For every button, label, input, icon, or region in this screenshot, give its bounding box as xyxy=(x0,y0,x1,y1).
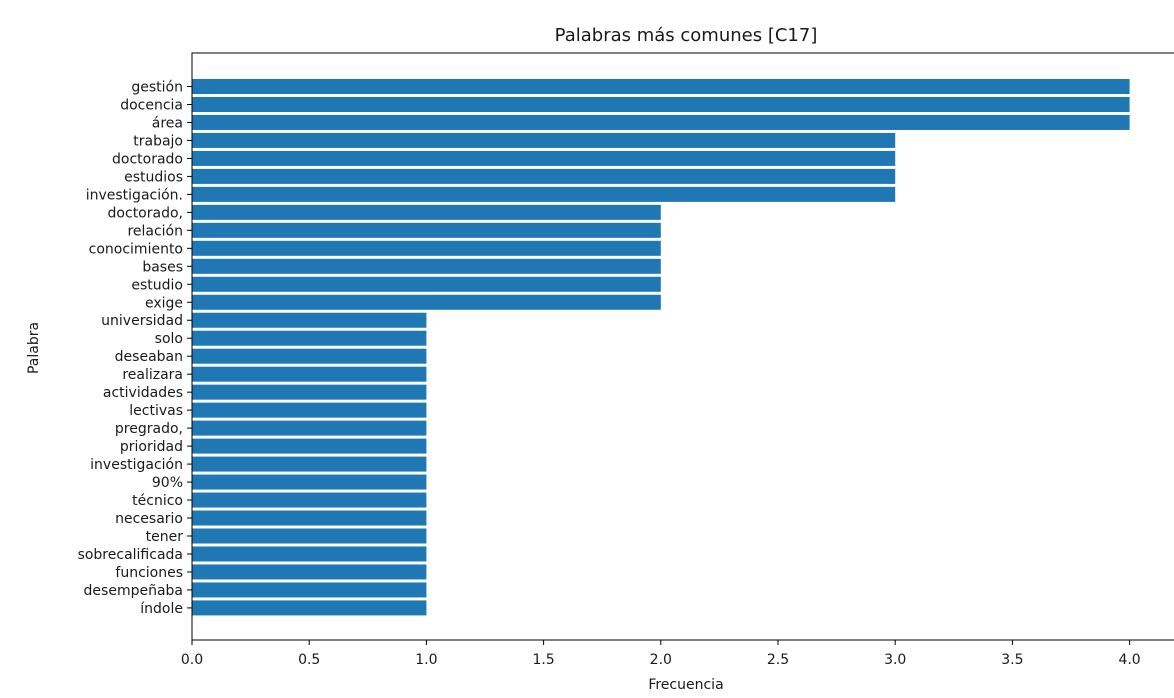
bar xyxy=(192,114,1130,130)
bar xyxy=(192,168,896,184)
bar xyxy=(192,546,427,562)
y-axis-label: Palabra xyxy=(26,322,42,374)
category-label: realizara xyxy=(122,367,183,383)
plot-frame xyxy=(191,52,1174,641)
x-tick-label: 4.0 xyxy=(1118,652,1140,668)
bar xyxy=(192,564,427,580)
x-tick-label: 3.0 xyxy=(884,652,906,668)
category-label: estudios xyxy=(124,169,183,185)
bar xyxy=(192,402,427,418)
bar xyxy=(192,600,427,616)
bar xyxy=(192,348,427,364)
category-label: gestión xyxy=(131,80,183,96)
category-label: necesario xyxy=(115,511,183,527)
category-label: desempeñaba xyxy=(84,583,183,599)
category-label: doctorado xyxy=(112,151,183,167)
category-label: trabajo xyxy=(133,133,183,149)
bar xyxy=(192,96,1130,112)
category-label: bases xyxy=(142,259,183,275)
category-label: doctorado, xyxy=(108,205,183,221)
category-label: prioridad xyxy=(120,439,183,455)
x-tick-label: 3.5 xyxy=(1001,652,1023,668)
bar xyxy=(192,582,427,598)
x-tick-label: 2.5 xyxy=(767,652,789,668)
bar xyxy=(192,276,661,292)
x-ticks-group: 0.0 0.5 1.0 1.5 2.0 2.5 3.0 3.5 4.0 xyxy=(181,640,1141,668)
category-label: universidad xyxy=(101,313,183,329)
bar xyxy=(192,294,661,310)
category-label: 90% xyxy=(152,475,183,491)
category-label: pregrado, xyxy=(115,421,183,437)
category-label: exige xyxy=(145,295,183,311)
category-label: lectivas xyxy=(129,403,183,419)
bar xyxy=(192,474,427,490)
chart-title: Palabras más comunes [C17] xyxy=(555,25,818,46)
category-label: sobrecalificada xyxy=(78,547,183,563)
bar xyxy=(192,456,427,472)
bar xyxy=(192,510,427,526)
bar xyxy=(192,79,1130,94)
bars-group xyxy=(192,79,1130,616)
bar xyxy=(192,312,427,328)
bar xyxy=(192,186,896,202)
bar xyxy=(192,204,661,220)
category-label: funciones xyxy=(115,565,183,581)
x-tick-label: 0.0 xyxy=(181,652,203,668)
category-label: investigación. xyxy=(86,187,183,203)
category-label: técnico xyxy=(132,493,183,509)
category-label: área xyxy=(152,115,183,131)
bar xyxy=(192,528,427,544)
x-axis-label: Frecuencia xyxy=(648,677,723,693)
category-label: docencia xyxy=(120,97,183,113)
bar xyxy=(192,240,661,256)
bar xyxy=(192,384,427,400)
x-tick-label: 1.0 xyxy=(415,652,437,668)
x-tick-label: 1.5 xyxy=(532,652,554,668)
x-tick-label: 2.0 xyxy=(650,652,672,668)
category-label: conocimiento xyxy=(89,241,183,257)
bar xyxy=(192,420,427,436)
bar xyxy=(192,132,896,148)
category-label: relación xyxy=(127,223,183,239)
bar xyxy=(192,222,661,238)
category-label: investigación xyxy=(90,457,183,473)
category-label: solo xyxy=(155,331,183,347)
category-label: índole xyxy=(140,601,183,617)
bar xyxy=(192,366,427,382)
bar xyxy=(192,258,661,274)
bar xyxy=(192,330,427,346)
category-label: estudio xyxy=(131,277,183,293)
category-label: tener xyxy=(146,529,184,545)
category-label: deseaban xyxy=(115,349,183,365)
bar xyxy=(192,438,427,454)
bar xyxy=(192,492,427,508)
x-tick-label: 0.5 xyxy=(298,652,320,668)
bar xyxy=(192,150,896,166)
category-label: actividades xyxy=(103,385,183,401)
